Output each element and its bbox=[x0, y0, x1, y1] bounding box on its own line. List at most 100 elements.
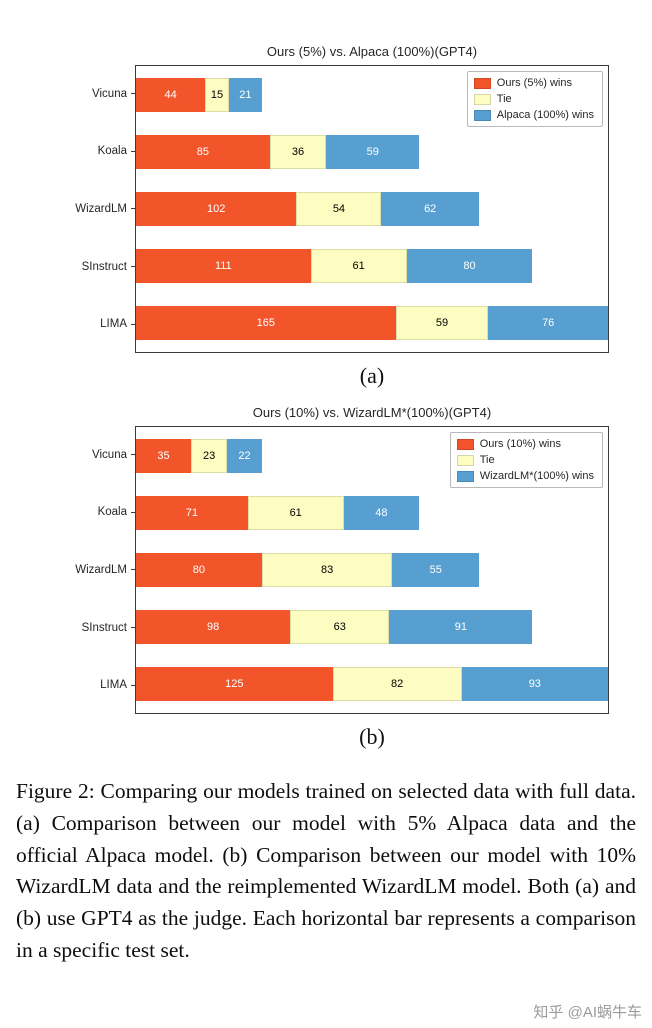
category-label-text: Vicuna bbox=[92, 87, 127, 100]
legend-item: Tie bbox=[456, 454, 594, 466]
legend-item: WizardLM*(100%) wins bbox=[456, 470, 594, 482]
bar-segment: 61 bbox=[310, 249, 407, 284]
category-label-text: Koala bbox=[97, 506, 127, 519]
category-label-text: WizardLM bbox=[75, 563, 127, 576]
category-label-text: Koala bbox=[97, 145, 127, 158]
category-label-text: SInstruct bbox=[81, 260, 127, 273]
bar-row: 98 63 91 bbox=[136, 610, 608, 645]
bar-segment: 80 bbox=[136, 552, 262, 587]
bar-segment: 76 bbox=[488, 306, 608, 341]
y-axis-tick bbox=[131, 266, 135, 268]
legend-item: Ours (5%) wins bbox=[473, 77, 594, 89]
legend-label: Tie bbox=[496, 93, 512, 105]
legend-label: Tie bbox=[479, 454, 495, 466]
plot-area: 35 23 22 71 61 48 80 83 55 98 63 91 125 82 93 Ours (10%… bbox=[135, 426, 609, 714]
chart-b-body: Vicuna Koala WizardLM SInstruct LIMA 35 23 22 7… bbox=[43, 426, 609, 714]
bar-segment: 21 bbox=[228, 77, 262, 112]
legend-swatch bbox=[456, 454, 474, 466]
legend: Ours (5%) wins Tie Alpaca (100%) wins bbox=[466, 71, 603, 127]
legend-item: Alpaca (100%) wins bbox=[473, 109, 594, 121]
category-label: LIMA bbox=[43, 679, 135, 691]
figure-caption: Figure 2: Comparing our models trained o… bbox=[16, 779, 636, 963]
y-axis-tick bbox=[131, 684, 135, 686]
y-axis-tick bbox=[131, 511, 135, 513]
bar-row: 35 23 22 bbox=[136, 438, 608, 473]
bar-segment: 59 bbox=[326, 134, 420, 169]
category-label-text: SInstruct bbox=[81, 621, 127, 634]
bar-segment: 165 bbox=[136, 306, 396, 341]
bar-segment: 93 bbox=[461, 667, 608, 702]
legend-label: Ours (10%) wins bbox=[479, 438, 561, 450]
bar-segment: 35 bbox=[136, 438, 192, 473]
category-label: SInstruct bbox=[43, 261, 135, 273]
legend-swatch bbox=[473, 77, 491, 89]
y-axis-labels: Vicuna Koala WizardLM SInstruct LIMA bbox=[43, 65, 135, 353]
bar-row: 165 59 76 bbox=[136, 306, 608, 341]
bar-segment: 91 bbox=[389, 610, 533, 645]
bar-segment: 36 bbox=[269, 134, 327, 169]
category-label: Koala bbox=[43, 145, 135, 157]
bar-segment: 80 bbox=[406, 249, 533, 284]
y-axis-tick bbox=[131, 454, 135, 456]
chart-a: Ours (5%) vs. Alpaca (100%)(GPT4) Vicuna… bbox=[43, 44, 609, 389]
bar-segment: 63 bbox=[290, 610, 390, 645]
category-label-text: Vicuna bbox=[92, 448, 127, 461]
legend-item: Tie bbox=[473, 93, 594, 105]
bar-segment: 82 bbox=[332, 667, 462, 702]
bar-segment: 85 bbox=[136, 134, 270, 169]
bar-segment: 23 bbox=[191, 438, 228, 473]
category-label: Vicuna bbox=[43, 449, 135, 461]
category-label: LIMA bbox=[43, 318, 135, 330]
bar-segment: 48 bbox=[343, 495, 420, 530]
figure-page: Ours (5%) vs. Alpaca (100%)(GPT4) Vicuna… bbox=[16, 44, 642, 1021]
y-axis-labels: Vicuna Koala WizardLM SInstruct LIMA bbox=[43, 426, 135, 714]
category-label: Vicuna bbox=[43, 88, 135, 100]
bar-segment: 102 bbox=[136, 191, 297, 226]
bar-segment: 111 bbox=[136, 249, 311, 284]
chart-b-title: Ours (10%) vs. WizardLM*(100%)(GPT4) bbox=[252, 405, 492, 420]
bar-segment: 22 bbox=[227, 438, 262, 473]
bar-segment: 62 bbox=[381, 191, 479, 226]
legend-label: Ours (5%) wins bbox=[496, 77, 572, 89]
bar-segment: 83 bbox=[261, 552, 393, 587]
legend-label: Alpaca (100%) wins bbox=[496, 109, 594, 121]
legend-label: WizardLM*(100%) wins bbox=[479, 470, 594, 482]
bar-segment: 15 bbox=[205, 77, 229, 112]
bar-row: 85 36 59 bbox=[136, 134, 608, 169]
bar-segment: 71 bbox=[136, 495, 248, 530]
category-label: WizardLM bbox=[43, 564, 135, 576]
legend-item: Ours (10%) wins bbox=[456, 438, 594, 450]
bar-row: 80 83 55 bbox=[136, 552, 608, 587]
chart-a-sublabel: (a) bbox=[359, 363, 385, 388]
bar-segment: 54 bbox=[296, 191, 382, 226]
bar-row: 44 15 21 bbox=[136, 77, 608, 112]
bar-row: 125 82 93 bbox=[136, 667, 608, 702]
y-axis-tick bbox=[131, 569, 135, 571]
y-axis-tick bbox=[131, 93, 135, 95]
legend: Ours (10%) wins Tie WizardLM*(100%) wins bbox=[449, 432, 603, 488]
bar-row: 71 61 48 bbox=[136, 495, 608, 530]
chart-b-sublabel: (b) bbox=[359, 724, 385, 749]
bar-segment: 59 bbox=[395, 306, 489, 341]
watermark: 知乎 @AI蜗牛车 bbox=[533, 1004, 642, 1021]
bar-segment: 125 bbox=[136, 667, 333, 702]
category-label-text: LIMA bbox=[100, 318, 127, 331]
category-label-text: LIMA bbox=[100, 679, 127, 692]
bar-segment: 98 bbox=[136, 610, 291, 645]
chart-a-body: Vicuna Koala WizardLM SInstruct LIMA 44 15 21 8… bbox=[43, 65, 609, 353]
category-label: SInstruct bbox=[43, 622, 135, 634]
bar-row: 102 54 62 bbox=[136, 191, 608, 226]
bar-segment: 44 bbox=[136, 77, 206, 112]
legend-swatch bbox=[473, 109, 491, 121]
bar-segment: 61 bbox=[247, 495, 344, 530]
bar-row: 111 61 80 bbox=[136, 249, 608, 284]
y-axis-tick bbox=[131, 150, 135, 152]
chart-b: Ours (10%) vs. WizardLM*(100%)(GPT4) Vic… bbox=[43, 405, 609, 750]
chart-a-title: Ours (5%) vs. Alpaca (100%)(GPT4) bbox=[266, 44, 478, 59]
legend-swatch bbox=[473, 93, 491, 105]
plot-area: 44 15 21 85 36 59 102 54 62 111 61 80 165 59 76 Ours (5… bbox=[135, 65, 609, 353]
category-label: WizardLM bbox=[43, 203, 135, 215]
legend-swatch bbox=[456, 470, 474, 482]
y-axis-tick bbox=[131, 208, 135, 210]
category-label: Koala bbox=[43, 506, 135, 518]
